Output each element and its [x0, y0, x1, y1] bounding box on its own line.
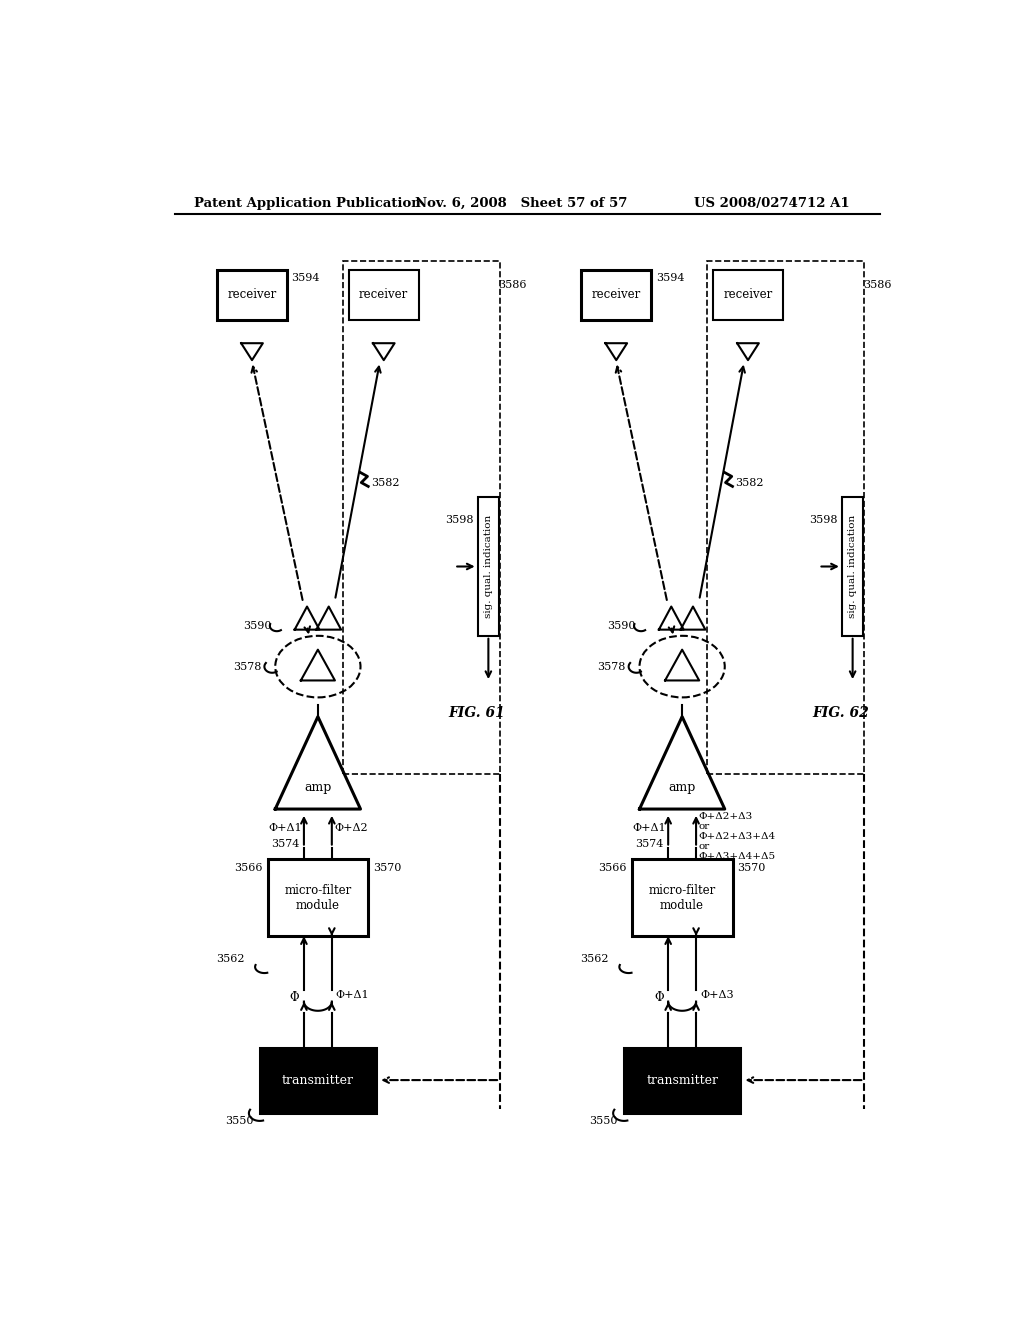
- Text: Nov. 6, 2008   Sheet 57 of 57: Nov. 6, 2008 Sheet 57 of 57: [415, 197, 627, 210]
- Bar: [624, 1048, 740, 1113]
- Polygon shape: [241, 343, 263, 360]
- Polygon shape: [275, 717, 360, 809]
- Polygon shape: [301, 649, 335, 681]
- Text: 3578: 3578: [597, 661, 626, 672]
- Text: or: or: [698, 842, 710, 851]
- Text: 3562: 3562: [216, 954, 245, 964]
- Text: 3550: 3550: [225, 1115, 254, 1126]
- Text: 3594: 3594: [655, 273, 684, 282]
- Polygon shape: [737, 343, 759, 360]
- Bar: [217, 271, 287, 321]
- Text: Φ+Δ2+Δ3+Δ4: Φ+Δ2+Δ3+Δ4: [698, 833, 775, 841]
- Text: amp: amp: [304, 781, 332, 795]
- Text: Φ+Δ1: Φ+Δ1: [268, 824, 302, 833]
- Text: micro-filter
module: micro-filter module: [285, 883, 351, 912]
- Polygon shape: [295, 607, 319, 630]
- Bar: [842, 498, 863, 636]
- Text: 3582: 3582: [735, 478, 764, 488]
- Bar: [477, 498, 500, 636]
- Text: 3570: 3570: [373, 863, 401, 874]
- Polygon shape: [658, 607, 684, 630]
- Text: 3574: 3574: [635, 838, 664, 849]
- Text: 3582: 3582: [372, 478, 399, 488]
- Text: 3590: 3590: [607, 620, 636, 631]
- Bar: [343, 261, 500, 775]
- Text: sig. qual. indication: sig. qual. indication: [484, 515, 493, 618]
- Text: micro-filter
module: micro-filter module: [648, 883, 716, 912]
- Bar: [349, 271, 419, 321]
- Text: receiver: receiver: [359, 288, 409, 301]
- Text: FIG. 61: FIG. 61: [449, 706, 505, 719]
- Polygon shape: [316, 607, 341, 630]
- Text: Φ+Δ1: Φ+Δ1: [632, 824, 666, 833]
- Text: sig. qual. indication: sig. qual. indication: [848, 515, 857, 618]
- Text: transmitter: transmitter: [282, 1073, 354, 1086]
- Polygon shape: [605, 343, 627, 360]
- Text: 3566: 3566: [234, 863, 263, 874]
- Text: 3562: 3562: [580, 954, 608, 964]
- Text: transmitter: transmitter: [282, 1073, 354, 1086]
- Text: 3590: 3590: [243, 620, 271, 631]
- Text: Φ+Δ1: Φ+Δ1: [336, 990, 370, 1001]
- Text: 3586: 3586: [499, 280, 527, 290]
- Text: 3566: 3566: [599, 863, 627, 874]
- Text: transmitter: transmitter: [646, 1073, 718, 1086]
- Text: receiver: receiver: [227, 288, 276, 301]
- Text: Φ+Δ3+Δ4+Δ5: Φ+Δ3+Δ4+Δ5: [698, 853, 775, 861]
- Polygon shape: [665, 649, 699, 681]
- Polygon shape: [640, 717, 725, 809]
- Text: receiver: receiver: [723, 288, 773, 301]
- Bar: [582, 271, 651, 321]
- Text: Φ+Δ2: Φ+Δ2: [334, 824, 368, 833]
- Bar: [632, 859, 732, 936]
- Text: Φ+Δ3: Φ+Δ3: [700, 990, 733, 1001]
- Text: 3586: 3586: [862, 280, 891, 290]
- Text: transmitter: transmitter: [646, 1073, 718, 1086]
- Text: 3598: 3598: [445, 515, 474, 525]
- Polygon shape: [373, 343, 394, 360]
- Text: Φ+Δ2+Δ3: Φ+Δ2+Δ3: [698, 812, 753, 821]
- Text: receiver: receiver: [592, 288, 641, 301]
- Bar: [713, 271, 783, 321]
- Text: US 2008/0274712 A1: US 2008/0274712 A1: [693, 197, 849, 210]
- Text: 3598: 3598: [809, 515, 838, 525]
- Text: 3550: 3550: [589, 1115, 617, 1126]
- Text: 3574: 3574: [271, 838, 299, 849]
- Text: or: or: [698, 822, 710, 832]
- Text: amp: amp: [669, 781, 696, 795]
- Text: FIG. 62: FIG. 62: [813, 706, 869, 719]
- Text: Φ: Φ: [654, 991, 664, 1005]
- Text: 3594: 3594: [292, 273, 321, 282]
- Text: Patent Application Publication: Patent Application Publication: [194, 197, 421, 210]
- Text: 3570: 3570: [737, 863, 766, 874]
- Bar: [260, 1048, 376, 1113]
- Text: Φ: Φ: [290, 991, 299, 1005]
- Text: 3578: 3578: [232, 661, 261, 672]
- Polygon shape: [681, 607, 706, 630]
- Bar: [707, 261, 864, 775]
- Bar: [267, 859, 369, 936]
